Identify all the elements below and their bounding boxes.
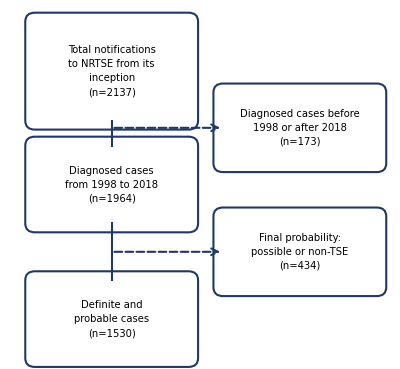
Text: Definite and
probable cases
(n=1530): Definite and probable cases (n=1530) — [74, 300, 149, 338]
FancyBboxPatch shape — [214, 207, 386, 296]
Text: Diagnosed cases before
1998 or after 2018
(n=173): Diagnosed cases before 1998 or after 201… — [240, 109, 360, 147]
FancyBboxPatch shape — [25, 137, 198, 232]
FancyBboxPatch shape — [25, 13, 198, 130]
FancyBboxPatch shape — [214, 83, 386, 172]
Text: Diagnosed cases
from 1998 to 2018
(n=1964): Diagnosed cases from 1998 to 2018 (n=196… — [65, 166, 158, 203]
Text: Total notifications
to NRTSE from its
inception
(n=2137): Total notifications to NRTSE from its in… — [68, 45, 156, 97]
Text: Final probability:
possible or non-TSE
(n=434): Final probability: possible or non-TSE (… — [251, 233, 348, 271]
FancyBboxPatch shape — [25, 271, 198, 367]
